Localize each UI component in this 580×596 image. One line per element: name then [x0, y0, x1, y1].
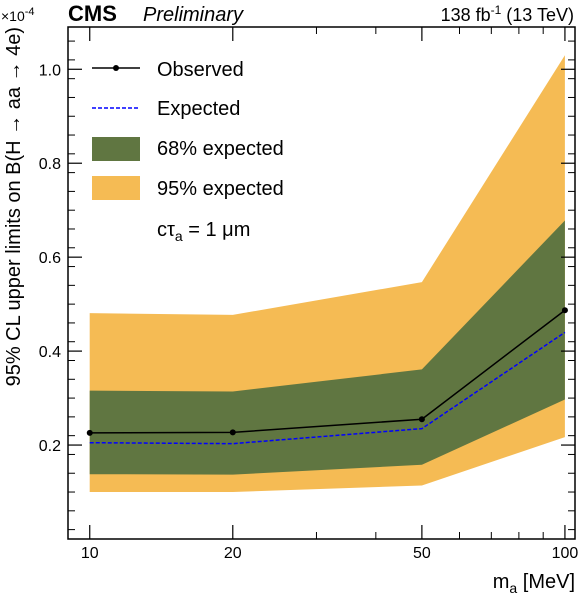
- legend-observed-label: Observed: [157, 59, 244, 81]
- lumi-exponent: -1: [491, 3, 502, 17]
- legend-68-label: 68% expected: [157, 138, 284, 160]
- observed-point: [229, 429, 236, 436]
- ctau-sub: a: [175, 228, 183, 244]
- x-axis-label: ma [MeV]: [493, 571, 575, 596]
- y-tick-label: 0.4: [39, 344, 61, 361]
- x-tick-label: 10: [81, 545, 99, 562]
- observed-line: [89, 309, 566, 434]
- y-tick-label: 0.8: [39, 156, 61, 173]
- legend-observed-marker: [113, 65, 119, 71]
- observed-point: [418, 416, 425, 423]
- y-exponent: ×10-4: [1, 6, 35, 24]
- y-tick-label: 0.6: [39, 250, 61, 267]
- y-tick-label: 1.0: [39, 62, 61, 79]
- x-tick-label: 50: [413, 545, 431, 562]
- x-tick-label: 20: [224, 545, 242, 562]
- cms-label: CMS: [68, 1, 117, 26]
- preliminary-label: Preliminary: [143, 4, 244, 26]
- lumi-label: 138 fb-1 (13 TeV): [441, 3, 574, 25]
- x-tick-label: 100: [552, 545, 579, 562]
- y-tick-label: 0.2: [39, 438, 61, 455]
- expected-line: [89, 331, 566, 445]
- observed-point: [86, 429, 93, 436]
- observed-point: [561, 307, 568, 314]
- legend-68-swatch: [92, 137, 140, 161]
- ctau-label: cτa = 1 μm: [157, 219, 250, 244]
- plot-frame: [67, 26, 576, 540]
- legend: Observed Expected 68% expected 95% expec…: [92, 59, 284, 244]
- legend-expected-label: Expected: [157, 98, 240, 120]
- x-axis-label-sub: a: [509, 580, 517, 596]
- legend-95-label: 95% expected: [157, 178, 284, 200]
- legend-95-swatch: [92, 176, 140, 200]
- band-68: [89, 220, 565, 475]
- y-axis-label: 95% CL upper limits on B(H → aa → 4e): [3, 27, 25, 386]
